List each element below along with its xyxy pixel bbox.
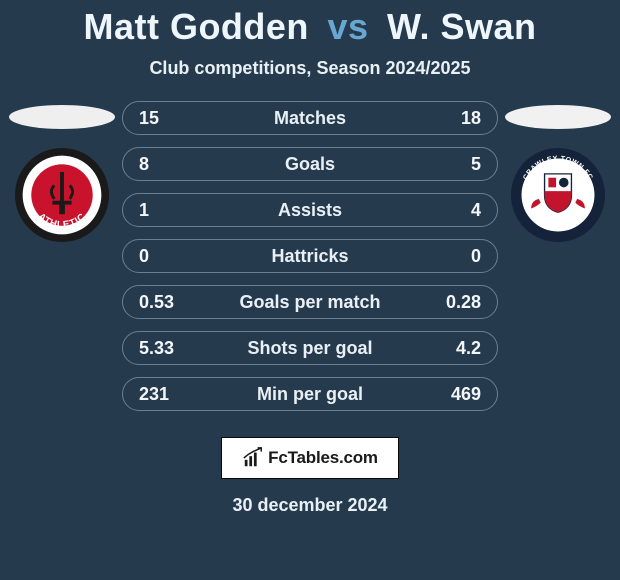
date-label: 30 december 2024 (0, 495, 620, 516)
comparison-content: CHARLTON ATHLETIC 15Matches188Goals51Ass… (0, 101, 620, 423)
brand-watermark: FcTables.com (221, 437, 399, 479)
subtitle: Club competitions, Season 2024/2025 (0, 58, 620, 79)
stat-label: Matches (183, 108, 437, 129)
brand-text: FcTables.com (268, 448, 378, 468)
stat-right-value: 18 (437, 108, 481, 129)
left-team-column: CHARLTON ATHLETIC (2, 101, 122, 243)
stat-row: 231Min per goal469 (122, 377, 498, 411)
stat-row: 1Assists4 (122, 193, 498, 227)
stat-right-value: 4 (437, 200, 481, 221)
right-team-column: CRAWLEY TOWN FC RED DEVILS (498, 101, 618, 243)
stats-rows: 15Matches188Goals51Assists40Hattricks00.… (122, 101, 498, 423)
stat-label: Hattricks (183, 246, 437, 267)
crawley-badge-icon: CRAWLEY TOWN FC RED DEVILS (510, 147, 606, 243)
stat-right-value: 5 (437, 154, 481, 175)
stat-row: 0.53Goals per match0.28 (122, 285, 498, 319)
stat-row: 5.33Shots per goal4.2 (122, 331, 498, 365)
stats-chart-icon (242, 447, 264, 469)
stat-label: Goals per match (183, 292, 437, 313)
stat-label: Goals (183, 154, 437, 175)
vs-label: vs (327, 6, 368, 47)
stat-left-value: 0 (139, 246, 183, 267)
stat-left-value: 0.53 (139, 292, 183, 313)
stat-label: Assists (183, 200, 437, 221)
stat-label: Min per goal (183, 384, 437, 405)
stat-left-value: 15 (139, 108, 183, 129)
stat-row: 15Matches18 (122, 101, 498, 135)
stat-right-value: 0 (437, 246, 481, 267)
stat-left-value: 231 (139, 384, 183, 405)
player1-name: Matt Godden (83, 6, 308, 47)
left-team-badge: CHARLTON ATHLETIC (14, 147, 110, 243)
charlton-badge-icon: CHARLTON ATHLETIC (14, 147, 110, 243)
left-shadow-ellipse (9, 105, 115, 129)
stat-row: 8Goals5 (122, 147, 498, 181)
stat-left-value: 1 (139, 200, 183, 221)
right-shadow-ellipse (505, 105, 611, 129)
player2-name: W. Swan (387, 6, 537, 47)
stat-left-value: 5.33 (139, 338, 183, 359)
stat-label: Shots per goal (183, 338, 437, 359)
stat-right-value: 469 (437, 384, 481, 405)
stat-left-value: 8 (139, 154, 183, 175)
stat-row: 0Hattricks0 (122, 239, 498, 273)
stat-right-value: 4.2 (437, 338, 481, 359)
comparison-title: Matt Godden vs W. Swan (0, 0, 620, 48)
right-team-badge: CRAWLEY TOWN FC RED DEVILS (510, 147, 606, 243)
stat-right-value: 0.28 (437, 292, 481, 313)
